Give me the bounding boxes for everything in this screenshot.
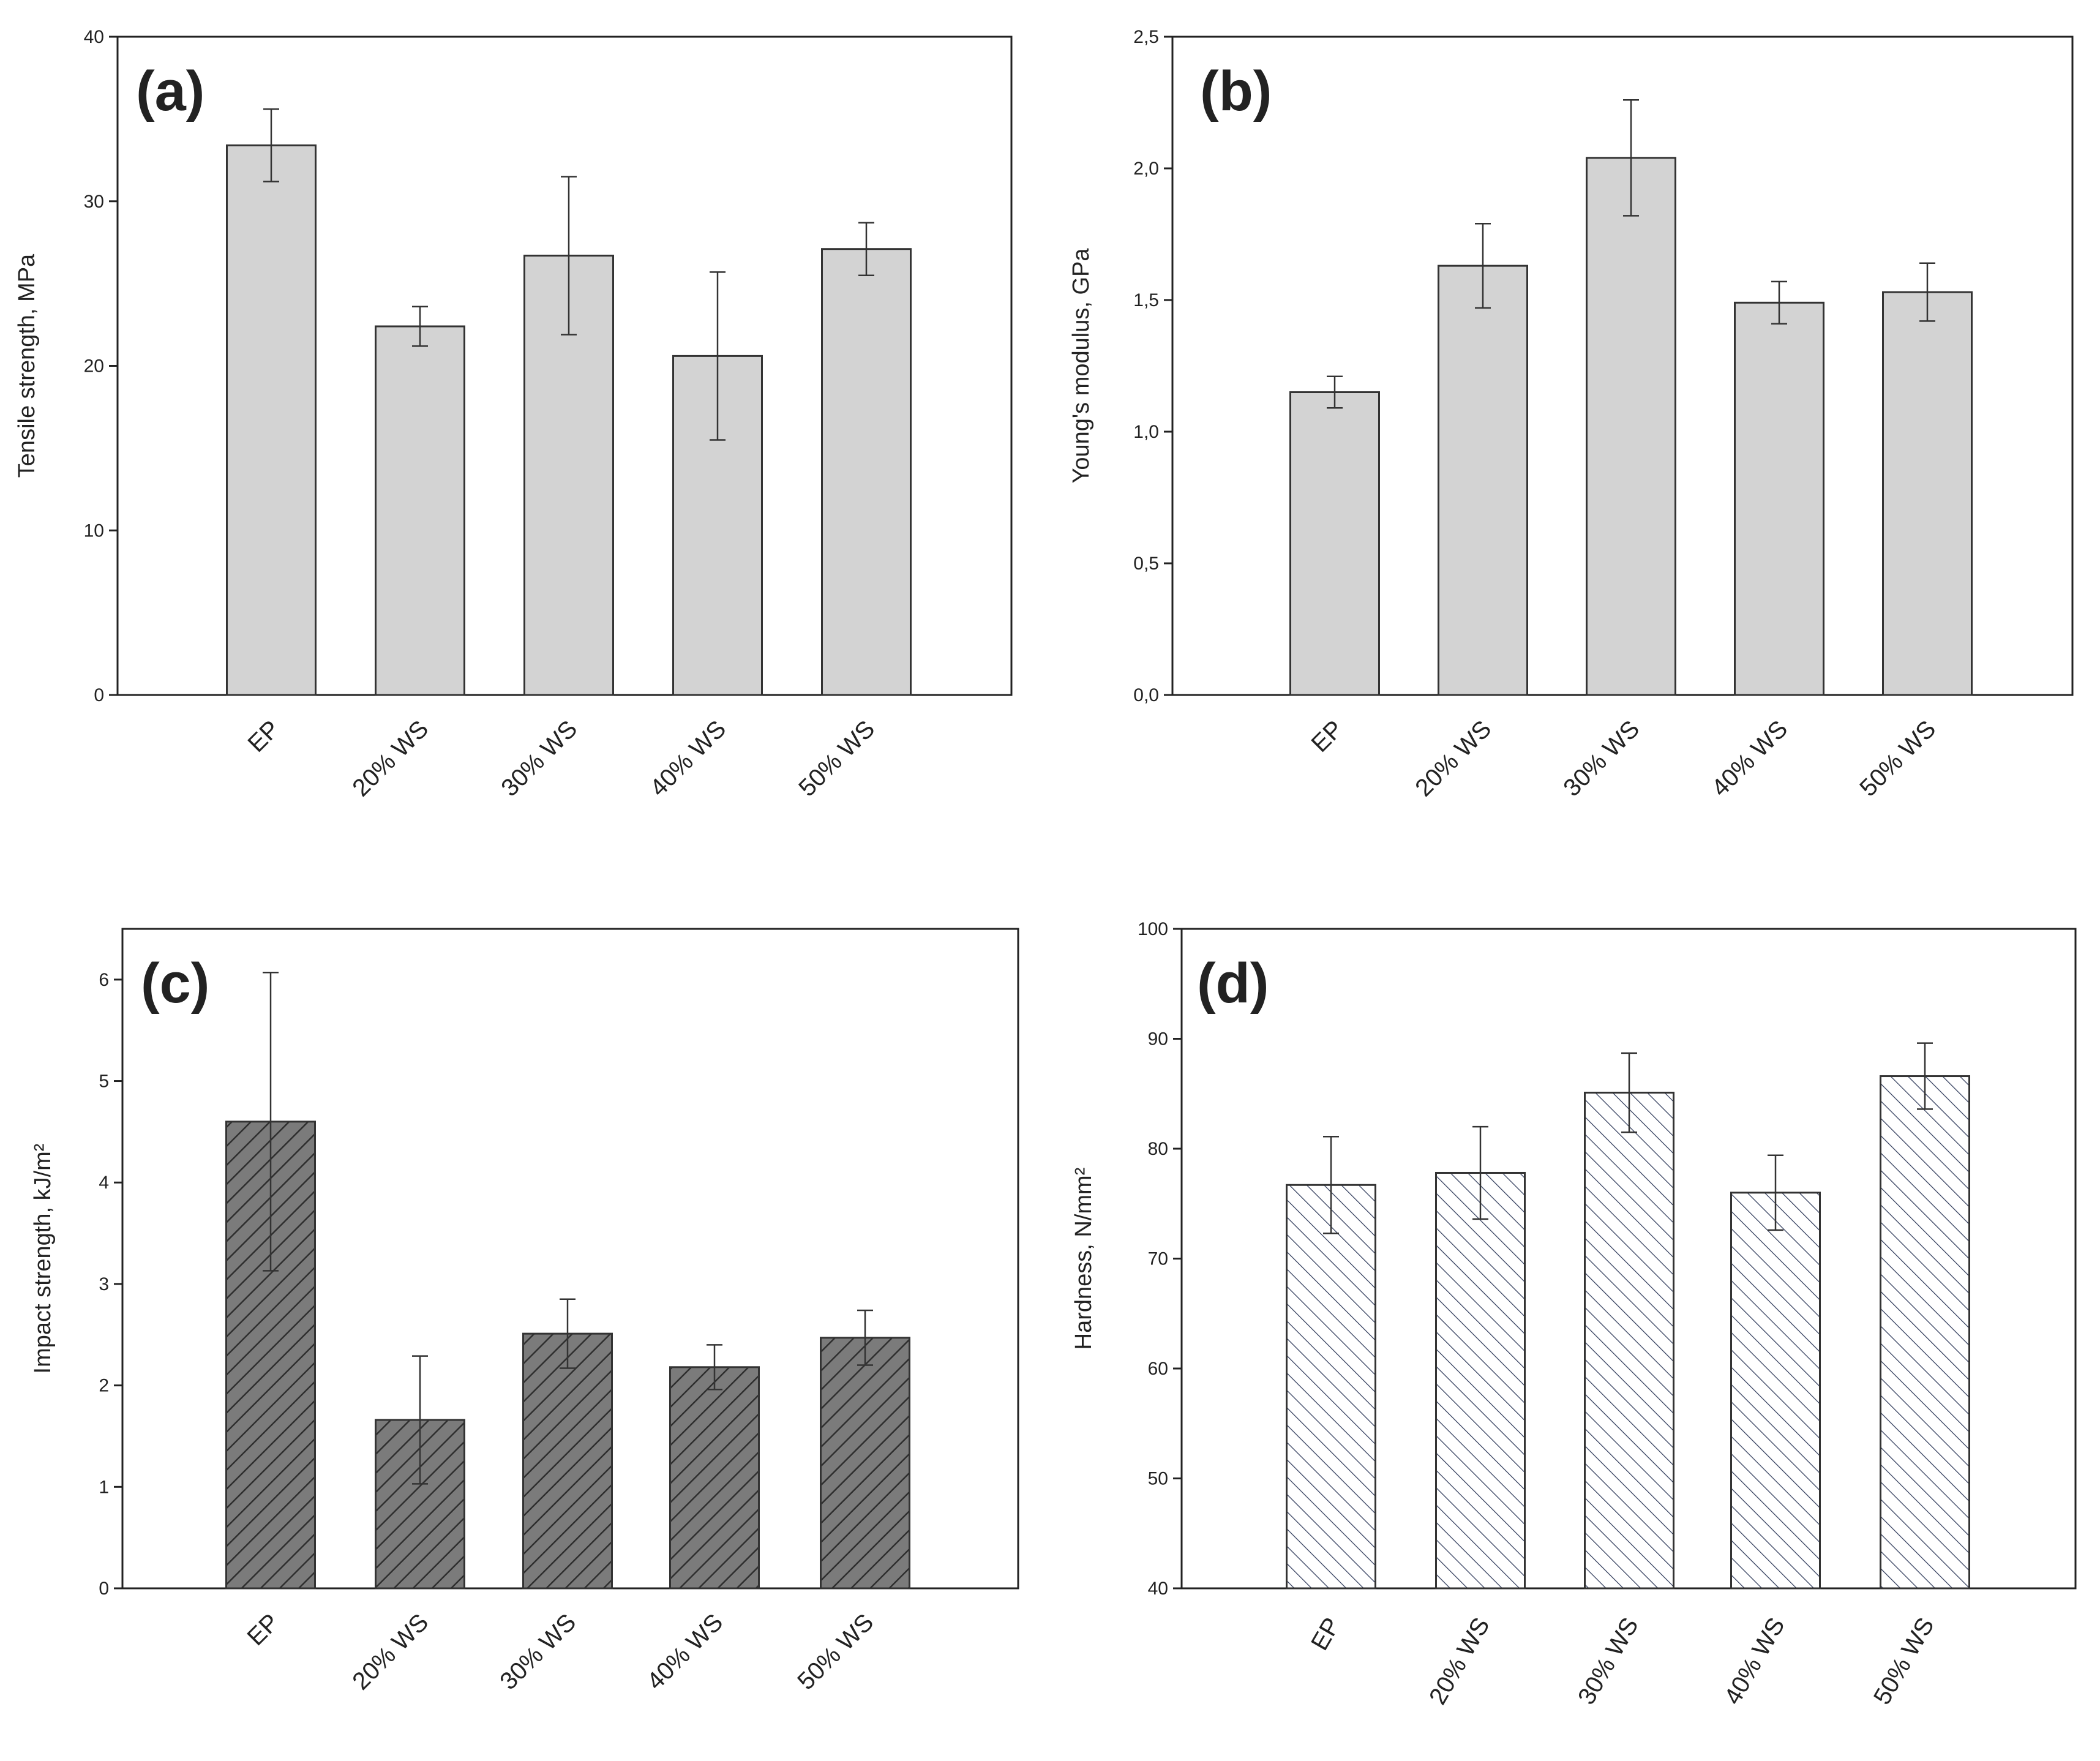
x-category-label: EP	[242, 1609, 285, 1651]
y-tick-label: 0,5	[1133, 554, 1159, 574]
panel-label-a: (a)	[136, 60, 204, 122]
x-category-label: 20% WS	[347, 1609, 433, 1695]
bar-a-1	[226, 144, 317, 696]
bar-c-4	[669, 1366, 760, 1590]
y-axis-title-d: Hardness, N/mm²	[1071, 1168, 1097, 1350]
x-category-label: 40% WS	[1719, 1613, 1790, 1710]
chart-panel-b: 0,0 0,5 1,0 1,5 2,0 2,5 EP 20% WS 30% WS 40% WS 5…	[1068, 27, 2074, 802]
y-tick-label: 5	[99, 1072, 109, 1092]
y-tick-label: 60	[1148, 1359, 1168, 1379]
x-category-label: 50% WS	[1869, 1613, 1940, 1710]
y-tick-label: 0	[94, 685, 104, 705]
y-tick-label: 1,5	[1133, 290, 1159, 310]
error-bar	[1623, 99, 1639, 217]
error-bar	[1472, 1125, 1488, 1220]
y-tick-label: 0,0	[1133, 685, 1159, 705]
y-axis-title-a: Tensile strength, MPa	[14, 253, 40, 478]
bar-c-5	[820, 1337, 910, 1590]
y-tick-label: 70	[1148, 1249, 1168, 1269]
error-bar	[1919, 262, 1935, 322]
error-bar	[1475, 223, 1491, 309]
x-category-label: 50% WS	[1854, 715, 1941, 802]
panel-label-d: (d)	[1197, 952, 1269, 1015]
error-bar	[1768, 1154, 1783, 1231]
error-bar	[1327, 375, 1343, 409]
y-tick-label: 1,0	[1133, 422, 1159, 442]
error-bar	[1621, 1052, 1637, 1133]
error-bar	[858, 222, 874, 276]
x-category-label: 40% WS	[1706, 715, 1793, 802]
y-tick-label: 4	[99, 1173, 109, 1193]
bar-d-2	[1435, 1171, 1526, 1590]
bar-b-2	[1438, 265, 1528, 696]
y-tick-label: 2,5	[1133, 27, 1159, 47]
y-tick-label: 6	[99, 970, 109, 990]
x-category-label: 40% WS	[642, 1609, 728, 1695]
y-tick-label: 80	[1148, 1139, 1168, 1159]
x-category-label: 20% WS	[347, 715, 433, 802]
x-category-label: 20% WS	[1424, 1613, 1495, 1710]
chart-panel-c: 0 1 2 3 4 5 6 EP 20% WS 30% WS 40% WS 50% WS Impac…	[30, 928, 1019, 1695]
panel-label-b: (b)	[1200, 60, 1272, 122]
y-tick-label: 100	[1138, 919, 1168, 939]
bar-a-5	[821, 248, 912, 696]
y-tick-label: 2	[99, 1376, 109, 1396]
x-category-label: EP	[243, 715, 285, 757]
chart-panel-a: 0 10 20 30 40 EP 20% WS 30% WS 40% WS 50% WS Ten…	[14, 27, 1013, 802]
bar-d-1	[1286, 1184, 1376, 1590]
y-tick-label: 20	[84, 356, 104, 377]
x-category-label: 30% WS	[1558, 715, 1644, 802]
error-bar	[561, 176, 577, 336]
x-category-label: 30% WS	[496, 715, 582, 802]
x-category-label: EP	[1307, 715, 1349, 757]
error-bar	[1771, 280, 1787, 325]
x-category-label: 20% WS	[1410, 715, 1496, 802]
x-category-label: 30% WS	[1573, 1613, 1644, 1710]
y-tick-label: 1	[99, 1477, 109, 1497]
y-tick-label: 50	[1148, 1469, 1168, 1489]
y-axis-title-b: Young's modulus, GPa	[1068, 248, 1094, 484]
bar-c-3	[522, 1332, 613, 1590]
y-tick-label: 2,0	[1133, 159, 1159, 179]
y-tick-label: 3	[99, 1274, 109, 1294]
y-tick-label: 30	[84, 192, 104, 212]
error-bar	[707, 1344, 722, 1391]
bar-b-3	[1586, 157, 1676, 696]
bar-b-1	[1289, 391, 1380, 696]
error-bar	[857, 1309, 873, 1366]
y-tick-label: 90	[1148, 1029, 1168, 1049]
error-bar	[1917, 1042, 1933, 1110]
y-tick-label: 40	[84, 27, 104, 47]
bar-d-5	[1880, 1075, 1970, 1590]
x-category-label: 30% WS	[495, 1609, 581, 1695]
bar-a-2	[375, 325, 465, 696]
error-bar	[710, 271, 726, 441]
error-bar	[412, 306, 428, 347]
y-tick-label: 40	[1148, 1579, 1168, 1599]
x-category-label: EP	[1306, 1613, 1346, 1655]
x-category-label: 50% WS	[792, 1609, 879, 1695]
y-tick-label: 0	[99, 1579, 109, 1599]
y-axis-title-c: Impact strength, kJ/m²	[30, 1144, 56, 1374]
error-bar	[1323, 1136, 1339, 1234]
error-bar	[412, 1355, 428, 1485]
bar-b-5	[1882, 291, 1973, 696]
panel-label-c: (c)	[141, 952, 209, 1015]
y-tick-label: 10	[84, 520, 104, 541]
bar-d-4	[1730, 1192, 1821, 1590]
bar-b-4	[1734, 301, 1824, 696]
x-category-label: 40% WS	[645, 715, 731, 802]
error-bar	[263, 108, 279, 182]
x-category-label: 50% WS	[793, 715, 880, 802]
error-bar	[560, 1298, 576, 1369]
chart-panel-d: 40 50 60 70 80 90 100 EP 20% WS 30% WS 40% WS 50% …	[1071, 919, 2077, 1710]
error-bar	[263, 971, 279, 1272]
bar-d-3	[1584, 1091, 1674, 1590]
